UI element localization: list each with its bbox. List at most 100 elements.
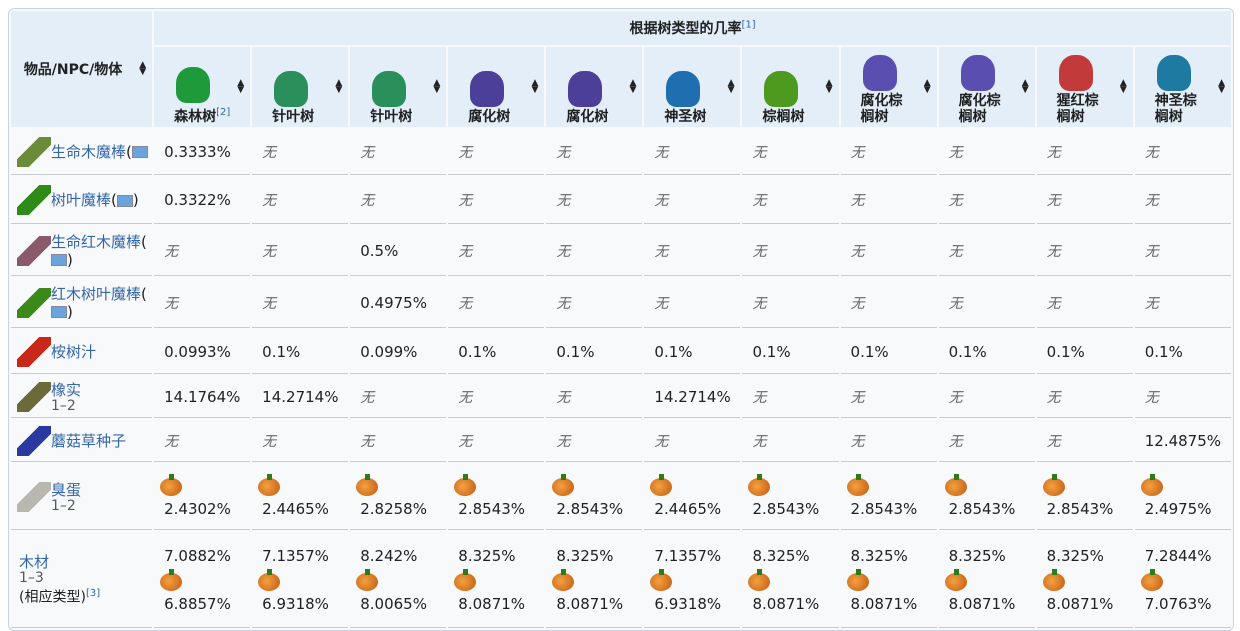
- chance-cell: 无: [938, 177, 1035, 224]
- tree-name: 猩红棕榈树: [1056, 93, 1099, 125]
- sort-icon[interactable]: ▲ ▼: [237, 78, 245, 95]
- chance-cell: 0.1%: [1036, 330, 1133, 374]
- item-icon: [17, 287, 51, 318]
- sort-icon[interactable]: ▲ ▼: [825, 78, 833, 95]
- table-row: 树叶魔棒() 0.3322% 无 无 无 无 无 无 无 无 无 无: [11, 177, 1231, 224]
- item-link[interactable]: 树叶魔棒: [51, 191, 112, 209]
- column-header-tree[interactable]: 腐化树 ▲ ▼: [546, 47, 643, 127]
- chance-value: 2.4975%: [1144, 499, 1212, 518]
- sort-icon[interactable]: ▲ ▼: [531, 78, 539, 95]
- chance-cell: 无: [742, 376, 839, 418]
- chance-value-halloween: 8.0871%: [458, 594, 526, 613]
- sort-icon[interactable]: ▲ ▼: [335, 78, 343, 95]
- item-link[interactable]: 蘑菇草种子: [51, 431, 127, 450]
- column-header-tree[interactable]: 腐化棕榈树 ▲ ▼: [938, 47, 1035, 127]
- table-row: 桉树汁 0.0993% 0.1% 0.099% 0.1% 0.1% 0.1% 0.1% 0.1%…: [11, 330, 1231, 374]
- chance-cell: 12.4875%: [1134, 420, 1231, 462]
- chance-cell: 7.1357% 6.9318%: [644, 532, 741, 628]
- chance-cell: 无: [1134, 278, 1231, 328]
- column-header-tree[interactable]: 针叶树 ▲ ▼: [252, 47, 349, 127]
- chance-cell: 无: [252, 278, 349, 328]
- platform-paren: (: [141, 232, 147, 251]
- chance-value: 无: [262, 144, 277, 161]
- chance-value-halloween: 6.9318%: [654, 594, 722, 613]
- tree-icon: [568, 71, 603, 107]
- item-icon: [17, 425, 51, 456]
- sort-icon[interactable]: ▲ ▼: [139, 60, 147, 77]
- chance-value: 7.2844%: [1144, 546, 1212, 565]
- chance-value: 无: [948, 433, 963, 450]
- column-header-tree[interactable]: 森林树[2] ▲ ▼: [154, 47, 251, 127]
- platform-paren: ): [67, 302, 73, 321]
- tree-icon: [1058, 55, 1093, 91]
- chance-value: 无: [752, 144, 767, 161]
- chance-value: 无: [262, 433, 277, 450]
- chance-value: 无: [1144, 144, 1159, 161]
- sort-icon[interactable]: ▲ ▼: [727, 78, 735, 95]
- chance-cell: 无: [938, 278, 1035, 328]
- pumpkin-icon: [258, 473, 281, 496]
- column-header-item[interactable]: 物品/NPC/物体 ▲ ▼: [11, 11, 153, 127]
- chance-cell: 0.1%: [546, 330, 643, 374]
- chance-cell: 0.5%: [350, 226, 447, 276]
- tree-name: 神圣棕榈树: [1154, 93, 1197, 125]
- chance-cell: 无: [1134, 129, 1231, 175]
- chance-cell: 无: [840, 376, 937, 418]
- tree-icon: [1156, 55, 1191, 91]
- item-link[interactable]: 生命红木魔棒: [51, 232, 142, 251]
- chance-value: 无: [360, 144, 375, 161]
- tree-name: 腐化棕榈树: [860, 93, 903, 125]
- chance-cell: 无: [840, 226, 937, 276]
- column-header-tree[interactable]: 神圣树 ▲ ▼: [644, 47, 741, 127]
- tree-icon: [862, 55, 897, 91]
- chance-value: 无: [458, 433, 473, 450]
- chance-cell: 2.8258%: [350, 464, 447, 530]
- sort-icon[interactable]: ▲ ▼: [1021, 78, 1029, 95]
- item-link[interactable]: 红木树叶魔棒: [51, 284, 142, 303]
- sort-icon[interactable]: ▲ ▼: [629, 78, 637, 95]
- chance-value: 无: [1046, 295, 1061, 312]
- group-label: 根据树类型的几率: [629, 21, 742, 37]
- pumpkin-icon: [258, 568, 281, 591]
- chance-cell: 2.4975%: [1134, 464, 1231, 530]
- column-header-tree[interactable]: 棕榈树 ▲ ▼: [742, 47, 839, 127]
- chance-cell: 2.4302%: [154, 464, 251, 530]
- chance-cell: 无: [252, 226, 349, 276]
- tree-icon: [274, 71, 309, 107]
- tree-name: 森林树: [174, 109, 217, 125]
- column-header-tree[interactable]: 猩红棕榈树 ▲ ▼: [1036, 47, 1133, 127]
- chance-value: 无: [458, 144, 473, 161]
- chance-cell: 无: [742, 420, 839, 462]
- sort-icon[interactable]: ▲ ▼: [433, 78, 441, 95]
- tree-name: 神圣树: [664, 109, 707, 125]
- item-icon: [17, 185, 51, 215]
- item-link[interactable]: 橡实: [51, 380, 82, 399]
- ref-link[interactable]: [3]: [85, 587, 101, 599]
- column-header-tree[interactable]: 腐化树 ▲ ▼: [448, 47, 545, 127]
- chance-value: 无: [1046, 243, 1061, 260]
- chance-value: 无: [1144, 295, 1159, 312]
- tree-name: 腐化树: [566, 109, 609, 125]
- column-header-tree[interactable]: 腐化棕榈树 ▲ ▼: [840, 47, 937, 127]
- chance-cell: 无: [448, 226, 545, 276]
- chance-cell: 无: [350, 376, 447, 418]
- chance-cell: 8.325% 8.0871%: [1036, 532, 1133, 628]
- platform-paren: ): [132, 191, 139, 209]
- column-header-tree[interactable]: 神圣棕榈树 ▲ ▼: [1134, 47, 1231, 127]
- pumpkin-icon: [944, 568, 967, 591]
- ref-link[interactable]: [2]: [216, 107, 231, 119]
- chance-cell: 0.1%: [840, 330, 937, 374]
- item-icon: [17, 336, 51, 367]
- item-link[interactable]: 桉树汁: [51, 342, 97, 361]
- ref-link[interactable]: [1]: [741, 19, 756, 31]
- sort-icon[interactable]: ▲ ▼: [1119, 78, 1127, 95]
- pumpkin-icon: [454, 568, 477, 591]
- sort-icon[interactable]: ▲ ▼: [923, 78, 931, 95]
- item-link[interactable]: 臭蛋: [51, 480, 82, 499]
- chance-value: 无: [654, 144, 669, 161]
- column-header-tree[interactable]: 针叶树 ▲ ▼: [350, 47, 447, 127]
- chance-value: 14.2714%: [262, 387, 339, 406]
- item-link[interactable]: 生命木魔棒: [51, 142, 127, 161]
- sort-icon[interactable]: ▲ ▼: [1218, 78, 1225, 95]
- item-link[interactable]: 木材: [19, 552, 50, 571]
